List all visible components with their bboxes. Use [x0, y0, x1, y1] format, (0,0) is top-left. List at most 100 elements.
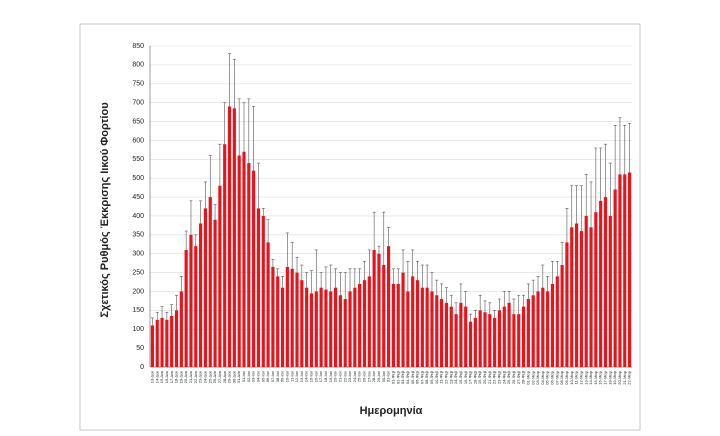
bar	[227, 106, 232, 368]
bar	[213, 219, 217, 367]
error-bar	[382, 211, 386, 266]
error-bar	[430, 272, 434, 292]
x-tick-label: 11-Μαρ	[574, 370, 579, 384]
error-bar	[459, 283, 463, 303]
x-tick-label: 25-Δεκ	[207, 371, 212, 383]
y-tick-label: 400	[132, 213, 144, 220]
error-bar	[285, 232, 289, 267]
bar	[603, 197, 608, 367]
y-tick-label: 0	[140, 364, 144, 371]
x-tick-label: 24-Ιαν	[352, 371, 357, 382]
bar	[430, 291, 434, 367]
error-bar	[555, 260, 559, 277]
x-tick-label: 19-Ιαν	[328, 371, 333, 382]
x-tick-label: 02-Φεβ	[395, 370, 400, 384]
bar	[276, 276, 280, 367]
bar	[329, 291, 333, 367]
error-bar	[512, 298, 516, 315]
bar	[493, 317, 497, 367]
error-bar	[194, 234, 198, 247]
error-bar	[517, 294, 521, 315]
error-bar	[155, 311, 159, 320]
x-tick-label: 24-Φεβ	[501, 370, 506, 384]
x-tick-label: 01-Ιαν	[241, 371, 246, 382]
error-bar	[565, 208, 569, 243]
error-bar	[247, 98, 251, 164]
x-tick-label: 15-Μαρ	[593, 370, 598, 384]
error-bar	[502, 291, 506, 307]
error-bar	[536, 276, 540, 292]
bar	[189, 234, 193, 367]
error-bar	[449, 294, 453, 307]
bar	[444, 302, 449, 367]
bar	[517, 314, 521, 367]
x-tick-label: 25-Ιαν	[357, 371, 362, 382]
error-bar	[497, 298, 501, 311]
bar	[218, 185, 222, 367]
x-tick-label: 17-Ιαν	[318, 371, 323, 382]
bar	[613, 189, 617, 367]
bar	[502, 306, 506, 367]
x-tick-label: 04-Μαρ	[540, 370, 545, 384]
bar	[550, 283, 555, 367]
bar	[338, 295, 342, 367]
y-tick-label: 250	[132, 269, 144, 276]
error-bar	[290, 242, 294, 269]
bar	[521, 306, 526, 367]
error-bar	[189, 200, 193, 235]
bar	[252, 170, 256, 367]
bar	[242, 151, 246, 367]
error-bar	[266, 219, 270, 243]
bar	[300, 280, 304, 367]
error-bar	[338, 272, 342, 296]
bar	[565, 242, 569, 367]
x-tick-label: 19-Φεβ	[477, 370, 482, 384]
x-tick-label: 20-Δεκ	[183, 371, 188, 383]
x-tick-label: 16-Ιαν	[313, 371, 318, 382]
error-bar	[579, 185, 583, 232]
x-tick-label: 14-Φεβ	[453, 370, 458, 384]
x-tick-label: 20-Φεβ	[482, 370, 487, 384]
y-tick-label: 200	[132, 288, 144, 295]
error-bar	[507, 291, 511, 303]
error-bar	[406, 260, 410, 292]
error-bar	[420, 264, 424, 288]
error-bar	[478, 294, 482, 311]
bar	[333, 287, 338, 367]
x-tick-label: 21-Δεκ	[188, 371, 193, 383]
error-bar	[589, 181, 593, 228]
bar	[261, 215, 265, 367]
bar	[324, 289, 328, 367]
error-bar	[170, 304, 174, 317]
error-bar	[261, 208, 265, 216]
x-tick-label: 21-Ιαν	[337, 371, 342, 382]
x-tick-label: 23-Δεκ	[198, 371, 203, 383]
error-bar	[464, 291, 468, 307]
error-bar	[256, 162, 260, 209]
x-tick-label: 01-Φεβ	[390, 370, 395, 384]
error-bar	[160, 306, 164, 318]
x-tick-label: 27-Ιαν	[366, 371, 371, 382]
bar	[372, 249, 376, 367]
error-bar	[440, 283, 444, 300]
x-tick-label: 22-Φεβ	[492, 370, 497, 384]
y-tick-label: 450	[132, 194, 144, 201]
y-tick-label: 850	[132, 43, 144, 50]
bar	[343, 299, 347, 367]
error-bar	[199, 200, 203, 224]
error-bar	[276, 268, 280, 277]
x-tick-label: 15-Φεβ	[458, 370, 463, 384]
x-tick-label: 27-Φεβ	[516, 370, 521, 384]
x-tick-label: 05-Φεβ	[410, 370, 415, 384]
x-tick-label: 30-Δεκ	[231, 371, 236, 383]
x-tick-label: 18-Δεκ	[174, 371, 179, 383]
y-tick-label: 700	[132, 99, 144, 106]
bar	[526, 299, 530, 367]
bar	[377, 253, 381, 367]
bar	[512, 314, 516, 367]
x-tick-label: 31-Δεκ	[236, 371, 241, 383]
bar	[425, 287, 429, 367]
bar	[497, 310, 502, 367]
bar	[574, 223, 579, 367]
x-tick-label: 16-Δεκ	[164, 371, 169, 383]
